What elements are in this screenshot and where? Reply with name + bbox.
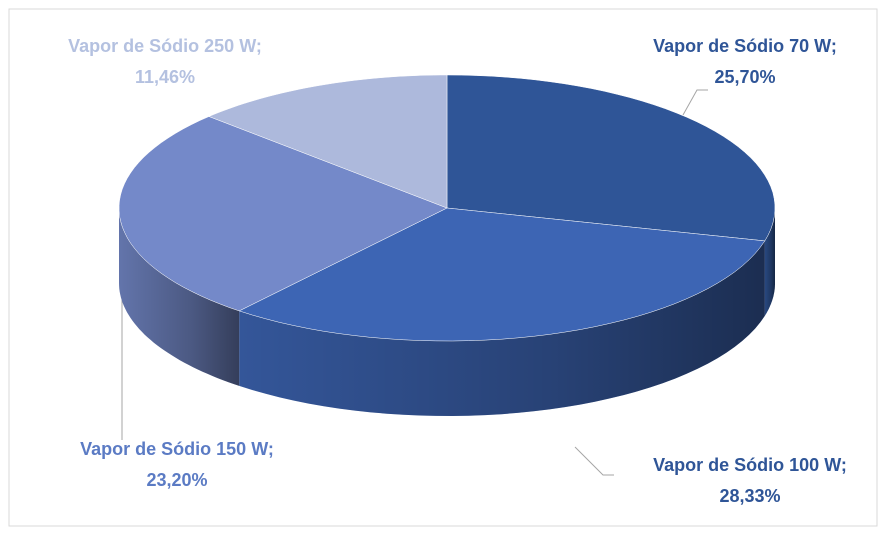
pie-slice (118, 116, 448, 312)
data-label-name: Vapor de Sódio 100 W; (653, 455, 847, 475)
data-label-value: 25,70% (714, 67, 775, 87)
pie-side-shade (764, 208, 775, 316)
data-label-name: Vapor de Sódio 70 W; (653, 36, 837, 56)
data-label-name: Vapor de Sódio 150 W; (80, 439, 274, 459)
leader-line (574, 446, 614, 476)
pie-side-shade (239, 240, 765, 416)
data-label-name: Vapor de Sódio 250 W; (68, 36, 262, 56)
pie-slice (446, 74, 776, 242)
data-label-value: 28,33% (719, 486, 780, 506)
data-label-value: 23,20% (146, 470, 207, 490)
pie-slice (208, 74, 448, 209)
pie-slice (238, 207, 766, 342)
data-label-value: 11,46% (135, 67, 195, 87)
leader-line (682, 89, 708, 116)
pie-side-shade (119, 208, 240, 386)
